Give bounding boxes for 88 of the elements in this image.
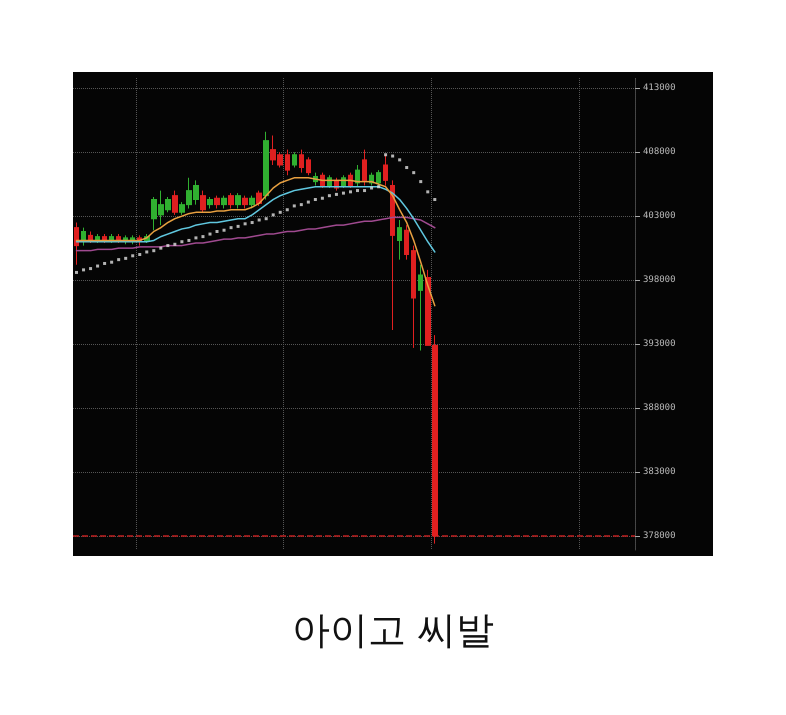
point: [348, 190, 352, 194]
point: [230, 226, 233, 230]
candlestick: [249, 195, 255, 209]
point: [138, 253, 142, 256]
point: [131, 254, 134, 258]
y-tick-label: 398000: [643, 275, 676, 286]
point: [208, 232, 212, 236]
point: [292, 204, 296, 208]
line-series: [76, 177, 436, 306]
point: [306, 200, 310, 204]
point: [96, 264, 100, 268]
candlestick: [285, 149, 290, 176]
line-series: [76, 186, 436, 253]
point: [384, 153, 388, 156]
y-tick-label: 378000: [643, 530, 676, 541]
point: [180, 240, 184, 244]
candlestick: [228, 192, 234, 209]
point: [286, 208, 289, 212]
point: [194, 236, 198, 240]
point: [412, 171, 416, 174]
candlestick: [242, 195, 248, 209]
point: [103, 262, 106, 265]
point: [152, 249, 156, 252]
point: [110, 260, 114, 264]
candlestick: [404, 224, 409, 260]
candlestick: [292, 152, 297, 168]
point: [356, 189, 360, 192]
point: [159, 246, 162, 250]
candlestick: [306, 156, 311, 176]
point: [272, 213, 275, 216]
point: [264, 217, 268, 220]
line-series: [76, 216, 436, 252]
point: [363, 189, 366, 192]
candlestick: [214, 195, 220, 209]
point: [342, 192, 345, 195]
point: [320, 196, 324, 200]
point: [82, 268, 86, 272]
point: [216, 230, 219, 233]
y-tick-label: 403000: [643, 211, 676, 222]
point: [278, 210, 282, 214]
point: [201, 235, 204, 238]
point: [433, 198, 436, 202]
candlestick: [390, 180, 395, 330]
point: [124, 256, 128, 260]
point: [244, 222, 247, 226]
candlestick: [207, 196, 213, 209]
point: [250, 221, 254, 224]
point: [89, 267, 92, 270]
point: [405, 166, 408, 170]
y-tick-label: 393000: [643, 339, 676, 350]
point: [166, 244, 170, 248]
point: [328, 194, 331, 198]
y-tick-label: 383000: [643, 466, 676, 477]
point: [187, 238, 190, 242]
point: [173, 242, 176, 246]
candlestick: [172, 190, 178, 216]
candlestick: [74, 222, 79, 266]
point: [426, 190, 430, 194]
y-tick-label: 413000: [643, 83, 676, 94]
point: [75, 270, 78, 274]
candlestick: [418, 264, 423, 351]
candlestick: [411, 245, 416, 348]
point: [377, 185, 380, 188]
candlestick: [221, 195, 227, 209]
y-tick-label: 388000: [643, 403, 676, 414]
point: [222, 228, 226, 232]
point: [334, 192, 338, 196]
point: [145, 250, 148, 254]
point: [236, 224, 240, 228]
point: [117, 258, 120, 262]
candlestick: [235, 192, 241, 209]
candlestick: [383, 154, 388, 186]
point: [370, 186, 374, 190]
candlestick: [355, 164, 360, 188]
candlestick: [263, 131, 269, 200]
point: [398, 158, 402, 162]
point: [300, 203, 303, 206]
text: 아이고 씨발: [290, 607, 496, 654]
point: [419, 180, 422, 184]
candlestick: [362, 149, 367, 186]
point: [391, 154, 394, 158]
candlestick: [256, 190, 262, 206]
point: [258, 218, 261, 222]
candlestick: [200, 190, 206, 213]
candlestick: [397, 219, 402, 260]
point: [314, 198, 317, 202]
candlestick: [299, 149, 304, 174]
y-tick-label: 408000: [643, 147, 676, 158]
